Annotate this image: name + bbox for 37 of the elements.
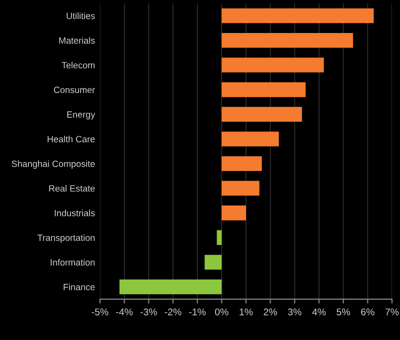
bar bbox=[222, 156, 262, 172]
bar bbox=[216, 230, 222, 245]
x-tick-label: -1% bbox=[189, 308, 206, 316]
y-tick-label: Telecom bbox=[62, 62, 95, 68]
bar bbox=[222, 58, 324, 72]
x-tick-label: 3% bbox=[288, 308, 302, 316]
y-tick-label: Utilities bbox=[66, 12, 95, 20]
x-tick-label: 1% bbox=[240, 308, 253, 316]
x-tick-label: 4% bbox=[312, 308, 326, 316]
y-tick-label: Industrials bbox=[54, 210, 95, 216]
x-tick-label: -5% bbox=[92, 308, 108, 316]
bar bbox=[222, 132, 279, 146]
y-tick-label: Real Estate bbox=[49, 185, 95, 192]
bar bbox=[119, 279, 222, 294]
x-tick-label: 5% bbox=[336, 308, 350, 316]
x-tick-label: 2% bbox=[264, 308, 278, 316]
bar bbox=[204, 254, 222, 270]
x-tick-label: -4% bbox=[116, 308, 133, 316]
y-tick-label: Health Care bbox=[48, 136, 95, 142]
x-tick-label: 7% bbox=[385, 308, 399, 316]
bar bbox=[222, 32, 354, 48]
bar bbox=[222, 82, 306, 98]
y-tick-label: Energy bbox=[67, 111, 96, 120]
y-tick-label: Information bbox=[50, 258, 95, 266]
y-tick-label: Transportation bbox=[37, 234, 95, 243]
bar bbox=[222, 106, 302, 122]
bar bbox=[222, 180, 260, 196]
bar bbox=[222, 206, 246, 220]
bar bbox=[222, 8, 374, 24]
x-tick-label: -2% bbox=[164, 308, 182, 316]
x-tick-label: 6% bbox=[361, 308, 374, 316]
y-tick-label: Materials bbox=[59, 37, 95, 44]
x-tick-label: -3% bbox=[140, 308, 157, 316]
y-tick-label: Finance bbox=[64, 284, 95, 290]
y-tick-label: Consumer bbox=[54, 86, 95, 94]
x-tick-label: 0% bbox=[215, 308, 228, 316]
y-tick-label: Shanghai Composite bbox=[12, 160, 95, 169]
